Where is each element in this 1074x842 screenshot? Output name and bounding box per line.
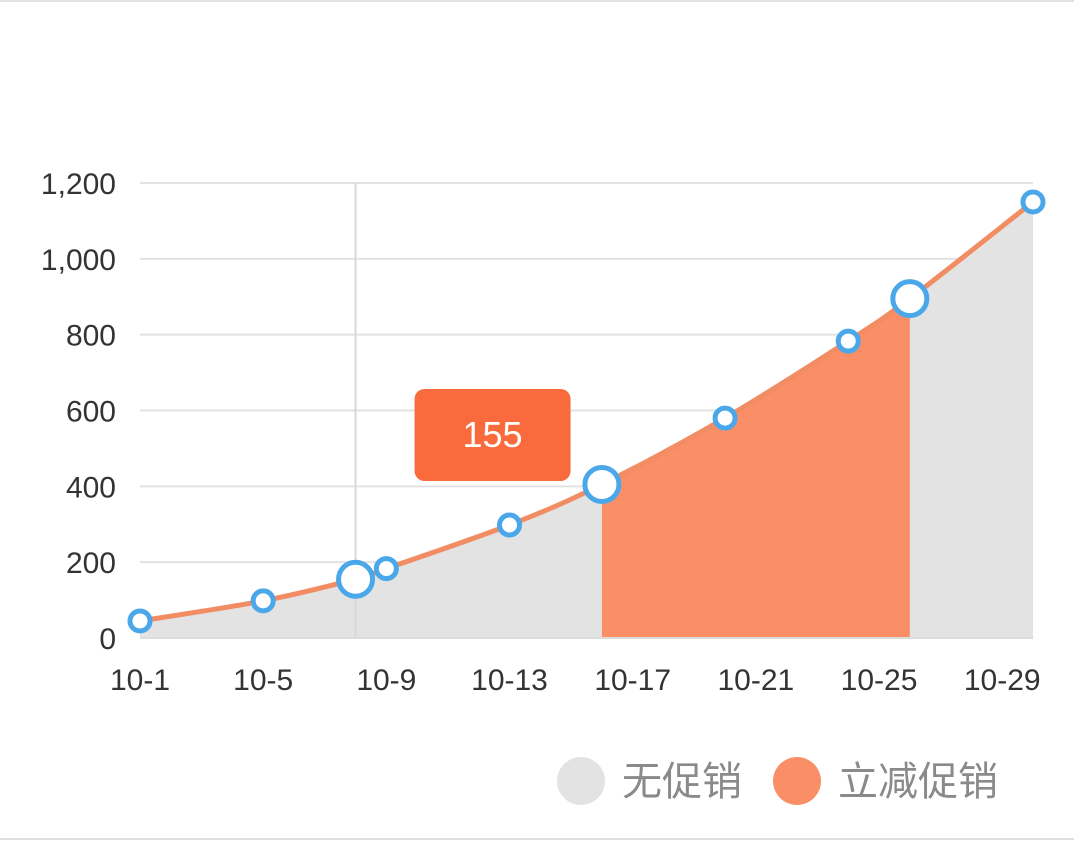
data-point [835, 328, 861, 354]
bottom-border [0, 838, 1074, 840]
legend-label: 无促销 [622, 760, 742, 804]
data-points [127, 189, 1046, 634]
x-tick-label: 10-17 [594, 664, 671, 697]
data-point [127, 608, 153, 634]
x-tick-label: 10-21 [717, 664, 794, 697]
series-line-path [139, 199, 1035, 624]
x-axis-ticks: 10-1 10-5 10-9 10-13 10-17 10-21 10-25 10-29 [110, 664, 1041, 697]
x-tick-label: 10-25 [841, 664, 918, 697]
tooltip: 155 [414, 389, 571, 481]
x-tick-label: 10-5 [233, 664, 293, 697]
x-tick-label: 10-13 [471, 664, 548, 697]
data-point-highlight [336, 559, 376, 599]
y-tick-label: 400 [66, 471, 116, 504]
legend-swatch [773, 757, 821, 805]
area-fills [140, 201, 1033, 639]
y-tick-label: 1,000 [41, 244, 116, 277]
legend-label: 立减促销 [838, 760, 998, 804]
data-point [250, 588, 276, 614]
y-tick-label: 1,200 [41, 168, 116, 201]
y-tick-label: 0 [99, 623, 116, 656]
y-tick-label: 600 [66, 396, 116, 429]
legend-swatch [557, 757, 605, 805]
data-point-highlight [582, 464, 622, 504]
top-border [0, 0, 1074, 2]
x-tick-label: 10-9 [356, 664, 416, 697]
x-tick-label: 10-29 [964, 664, 1041, 697]
series-line [139, 199, 1035, 624]
data-point [1020, 189, 1046, 215]
area-promo [601, 298, 910, 638]
legend: 无促销 立减促销 [557, 757, 998, 805]
x-tick-label: 10-1 [110, 664, 170, 697]
data-point [373, 556, 399, 582]
y-tick-label: 200 [66, 547, 116, 580]
tooltip-box [414, 389, 571, 481]
data-point-highlight [890, 279, 930, 319]
y-tick-label: 800 [66, 320, 116, 353]
data-point [712, 405, 738, 431]
y-axis-ticks: 0 200 400 600 800 1,000 1,200 [41, 168, 116, 656]
tooltip-value: 155 [463, 414, 523, 455]
data-point [497, 512, 523, 538]
